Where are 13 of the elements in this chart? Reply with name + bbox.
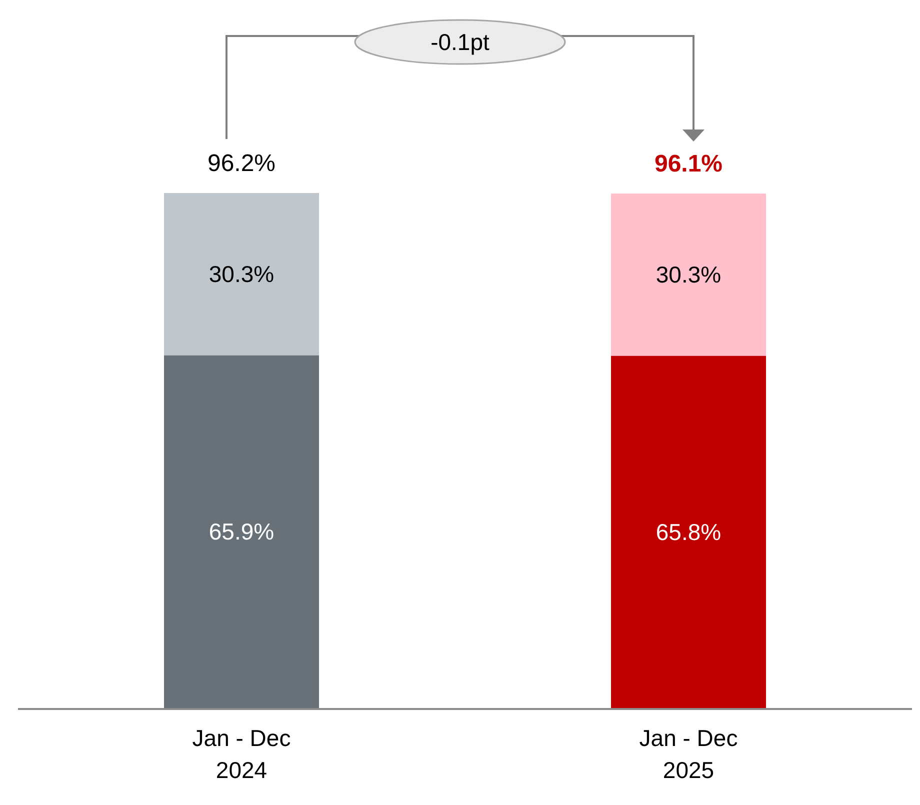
x-tick-label: Jan - Dec 2024 (192, 725, 291, 783)
x-tick-label: Jan - Dec 2025 (639, 725, 738, 783)
data-label: 30.3% (208, 261, 274, 288)
data-label: 65.9% (208, 518, 274, 545)
total-label: 96.1% (654, 150, 723, 178)
bar (611, 356, 766, 708)
text: -0.1pt (430, 29, 490, 55)
data-label: 30.3% (656, 262, 722, 288)
bar (611, 194, 766, 356)
bar (164, 193, 319, 356)
total-label: 96.2% (207, 150, 276, 177)
bar (164, 355, 319, 708)
data-label: 65.8% (656, 518, 722, 545)
